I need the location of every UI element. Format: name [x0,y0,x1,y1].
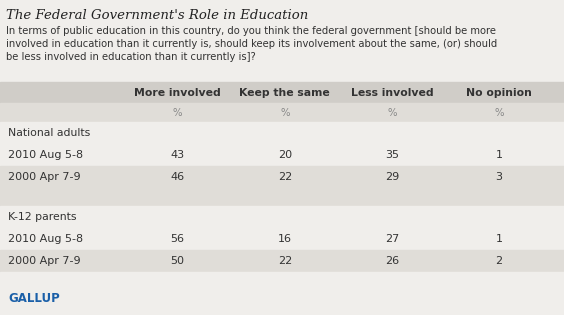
Bar [0,188,564,206]
Text: 1: 1 [496,150,503,160]
Text: 2010 Aug 5-8: 2010 Aug 5-8 [8,234,83,244]
Text: More involved: More involved [134,88,221,98]
Text: 43: 43 [170,150,185,160]
Text: National adults: National adults [8,128,91,138]
Text: 46: 46 [170,172,185,182]
Bar [0,250,564,272]
Text: 56: 56 [171,234,184,244]
Text: %: % [280,107,289,117]
Text: Keep the same: Keep the same [240,88,330,98]
Text: GALLUP: GALLUP [8,292,60,305]
Text: %: % [495,107,504,117]
Text: 3: 3 [496,172,503,182]
Text: 2000 Apr 7-9: 2000 Apr 7-9 [8,172,81,182]
Text: Less involved: Less involved [351,88,433,98]
Text: 20: 20 [277,150,292,160]
Text: 50: 50 [171,256,184,266]
Bar [0,82,564,103]
Text: 1: 1 [496,234,503,244]
Text: The Federal Government's Role in Education: The Federal Government's Role in Educati… [6,9,309,22]
Bar [0,144,564,166]
Text: K-12 parents: K-12 parents [8,212,77,222]
Bar [0,122,564,144]
Text: In terms of public education in this country, do you think the federal governmen: In terms of public education in this cou… [6,26,496,36]
Text: 35: 35 [385,150,399,160]
Bar [0,228,564,250]
Text: 27: 27 [385,234,399,244]
Text: 22: 22 [277,172,292,182]
Text: 29: 29 [385,172,399,182]
Text: %: % [173,107,182,117]
Text: 22: 22 [277,256,292,266]
Bar [0,272,564,315]
Text: involved in education than it currently is, should keep its involvement about th: involved in education than it currently … [6,39,497,49]
Text: %: % [387,107,396,117]
Text: be less involved in education than it currently is]?: be less involved in education than it cu… [6,52,255,62]
Text: 2: 2 [496,256,503,266]
Text: 26: 26 [385,256,399,266]
Text: 2000 Apr 7-9: 2000 Apr 7-9 [8,256,81,266]
Text: 16: 16 [278,234,292,244]
Bar [0,103,564,122]
Text: 2010 Aug 5-8: 2010 Aug 5-8 [8,150,83,160]
Text: No opinion: No opinion [466,88,532,98]
Bar [0,166,564,188]
Bar [0,206,564,228]
